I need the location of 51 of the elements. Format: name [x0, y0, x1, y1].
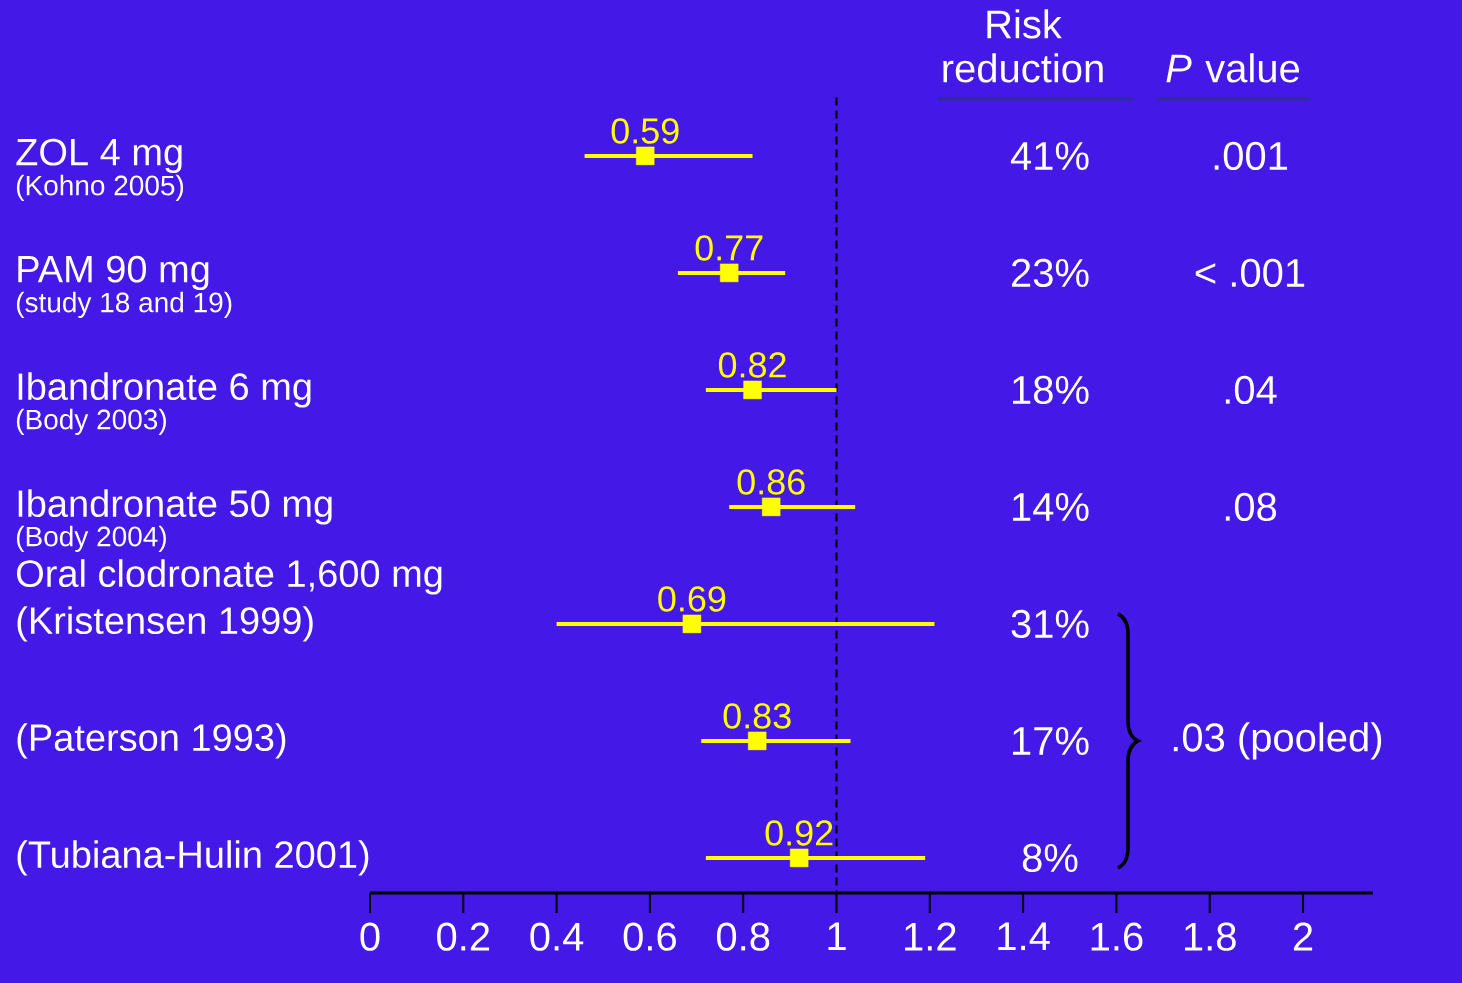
- x-tick-label: 0.4: [530, 922, 584, 951]
- text: (Body 2003): [16, 408, 166, 435]
- x-tick-label: 0.8: [716, 922, 770, 951]
- data-label: 0.82: [718, 352, 786, 378]
- x-tick-label: 1: [828, 922, 846, 951]
- x-tick-label: 0.2: [437, 922, 490, 951]
- point: [682, 614, 702, 634]
- annotation: 41%: [1010, 141, 1089, 170]
- point: [636, 146, 655, 166]
- annotation: .001: [1214, 141, 1287, 171]
- text: (study 18 and 19): [16, 291, 232, 318]
- x-tick-label: 1.4: [998, 922, 1050, 951]
- data-label: 0.69: [658, 586, 726, 612]
- text: (Kohno 2005): [16, 174, 184, 201]
- x-tick-label: 0.6: [623, 922, 676, 951]
- y-tick-label: ZOL 4 mg: [16, 138, 182, 174]
- point: [720, 263, 739, 283]
- y-tick-label: (Kristensen 1999): [17, 606, 313, 642]
- y-tick-label: PAM 90 mg: [18, 255, 209, 291]
- annotation: 18%: [1013, 375, 1089, 405]
- x-tick-label: 2: [1293, 922, 1313, 951]
- annotation: 8%: [1022, 843, 1078, 873]
- text: P value: [1166, 53, 1300, 83]
- annotation: 14%: [1013, 492, 1089, 521]
- point: [789, 848, 809, 868]
- text: Risk reduction: [943, 9, 1103, 83]
- data-label: 0.92: [765, 820, 833, 846]
- data-label: 0.86: [737, 469, 805, 495]
- point: [743, 380, 762, 400]
- annotation: 31%: [1011, 609, 1089, 639]
- y-tick-label: (Paterson 1993): [17, 723, 286, 759]
- x-tick-label: 1.6: [1091, 922, 1143, 951]
- text: (Body 2004): [16, 525, 166, 552]
- annotation: < .001: [1195, 258, 1305, 288]
- data-label: 0.77: [695, 235, 763, 261]
- y-tick-label: Ibandronate 50 mg: [18, 489, 332, 525]
- point: [748, 731, 767, 751]
- x-tick-label: 1.8: [1184, 922, 1236, 951]
- annotation: .04: [1225, 375, 1277, 405]
- x-tick-label: 1.2: [905, 922, 956, 951]
- annotation: .03 (pooled): [1173, 722, 1382, 760]
- data-label: 0.83: [723, 703, 791, 729]
- point: [762, 497, 781, 517]
- annotation: Oral clodronate 1,600 mg: [17, 559, 442, 595]
- data-label: 0.59: [611, 118, 679, 144]
- y-tick-label: Ibandronate 6 mg: [18, 372, 311, 408]
- annotation: .08: [1225, 492, 1277, 522]
- annotation: 17%: [1013, 726, 1089, 755]
- x-tick-label: 0: [360, 922, 380, 951]
- y-tick-label: (Tubiana-Hulin 2001): [17, 840, 369, 876]
- annotation: 23%: [1011, 258, 1089, 288]
